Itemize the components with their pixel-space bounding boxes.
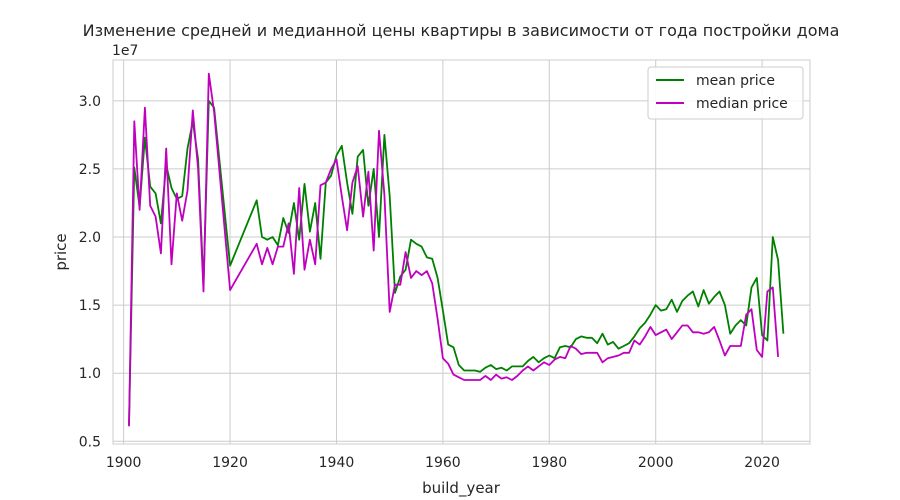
x-axis-title: build_year <box>422 479 501 498</box>
y-axis-offset-label: 1e7 <box>112 43 138 59</box>
legend-box <box>647 66 804 120</box>
legend: mean price median price <box>647 66 804 120</box>
legend-label-median: median price <box>696 96 788 112</box>
x-tick-label-1980: 1980 <box>531 455 567 471</box>
y-tick-label-4: 2.5 <box>79 162 101 178</box>
y-axis-title: price <box>52 233 70 270</box>
legend-label-mean: mean price <box>696 73 775 89</box>
x-tick-label-1900: 1900 <box>106 455 142 471</box>
x-gridlines <box>123 60 763 444</box>
y-tick-label-5: 3.0 <box>79 94 101 110</box>
y-tick-label-2: 1.5 <box>79 298 101 314</box>
x-tick-label-2000: 2000 <box>638 455 674 471</box>
x-tick-label-1940: 1940 <box>319 455 355 471</box>
y-tick-label-0: 0.5 <box>79 434 101 450</box>
x-tick-label-1920: 1920 <box>212 455 248 471</box>
y-tick-label-1: 1.0 <box>79 366 101 382</box>
y-tick-label-3: 2.0 <box>79 230 101 246</box>
series-layer <box>128 72 785 427</box>
median-price-line <box>128 72 779 427</box>
x-tick-label-2020: 2020 <box>744 455 780 471</box>
y-tick-labels: 0.5 1.0 1.5 2.0 2.5 3.0 <box>79 94 101 450</box>
chart-title: Изменение средней и медианной цены кварт… <box>83 21 840 40</box>
mean-price-line <box>128 100 785 425</box>
x-tick-labels: 1900 1920 1940 1960 1980 2000 2020 <box>106 455 780 471</box>
y-gridlines <box>113 100 810 442</box>
x-tick-label-1960: 1960 <box>425 455 461 471</box>
